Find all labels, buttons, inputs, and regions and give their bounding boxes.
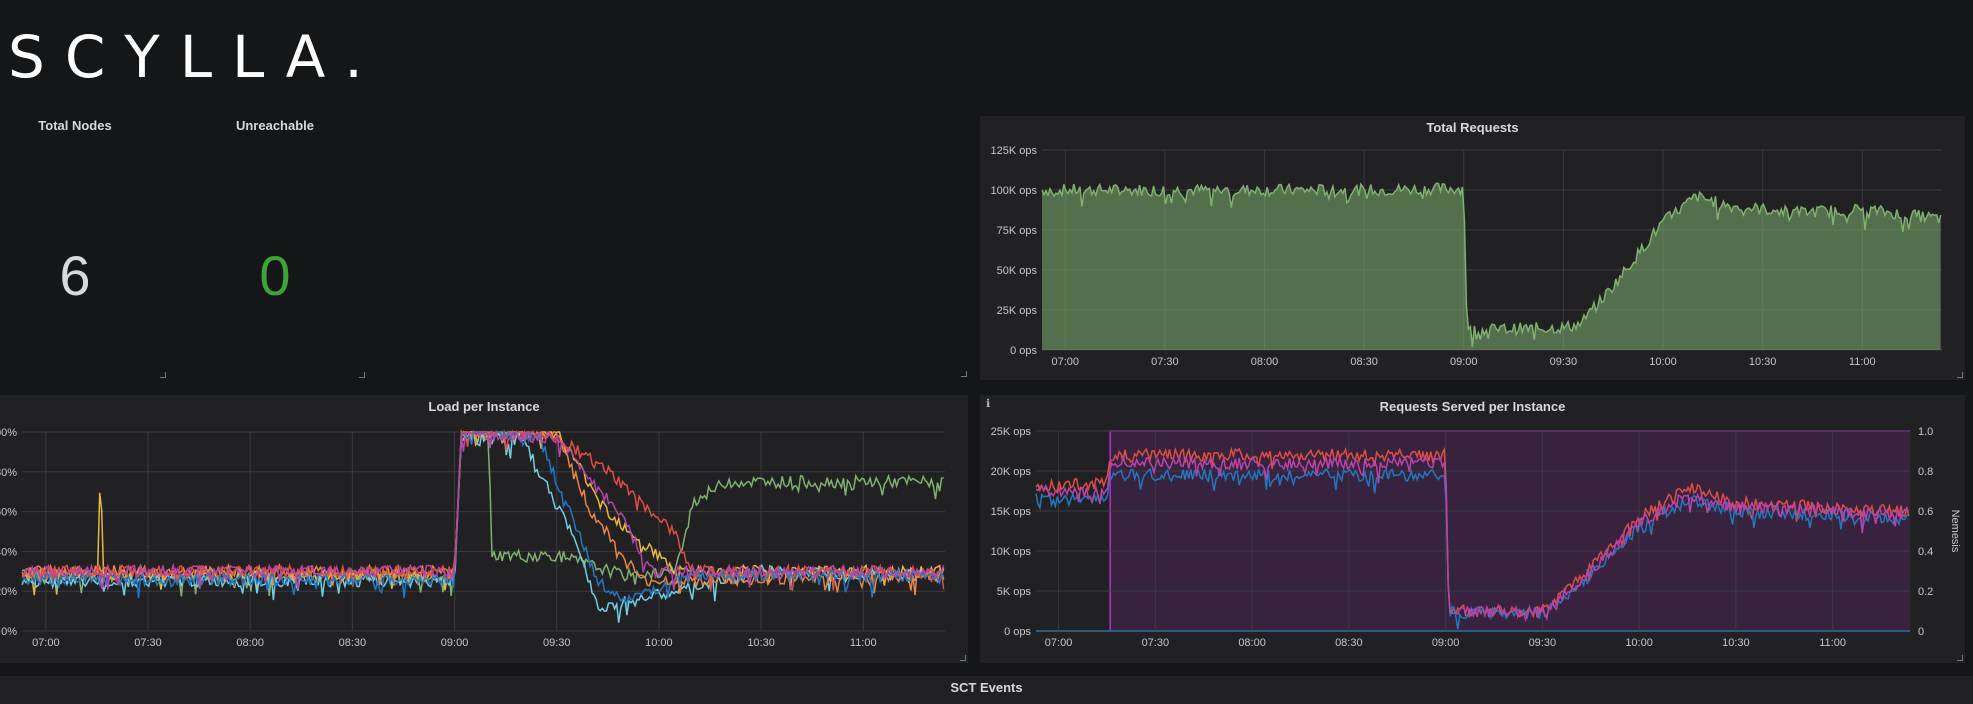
x-tick-label: 09:00 [441, 637, 469, 649]
series-area [1042, 183, 1941, 350]
series-line-1 [1035, 466, 1909, 630]
y2-tick-label: 0.6 [1918, 506, 1933, 518]
stat-unreachable: Unreachable 0 [200, 118, 365, 378]
x-tick-label: 10:30 [1722, 637, 1750, 649]
x-tick-label: 09:30 [1529, 637, 1557, 649]
x-tick-label: 07:30 [1142, 637, 1170, 649]
resize-handle-icon[interactable] [359, 372, 365, 378]
series-line-6 [21, 429, 945, 591]
stat-title: Total Nodes [38, 118, 112, 133]
y2-tick-label: 1.0 [1918, 426, 1933, 438]
x-tick-label: 10:00 [1649, 356, 1677, 368]
y2-axis-label: Nemesis [1949, 510, 1961, 553]
x-tick-label: 09:30 [1550, 356, 1578, 368]
y-tick-label: 0% [1, 626, 17, 638]
x-tick-label: 07:30 [1151, 356, 1179, 368]
x-tick-label: 11:00 [850, 637, 877, 649]
stat-value: 0 [259, 244, 291, 307]
y-tick-label: 80% [0, 467, 17, 479]
x-tick-label: 07:30 [134, 637, 162, 649]
resize-handle-icon[interactable] [1957, 655, 1963, 661]
panel-title: SCT Events [950, 680, 1023, 695]
series-line-2 [1035, 454, 1909, 622]
resize-handle-icon[interactable] [961, 371, 967, 377]
y-tick-label: 125K ops [991, 145, 1038, 157]
y-tick-label: 10K ops [991, 546, 1032, 558]
y-tick-label: 5K ops [997, 586, 1032, 598]
x-tick-label: 11:00 [1819, 637, 1846, 649]
total-requests-chart: 125K ops 100K ops 75K ops 50K ops 25K ops 0 o… [991, 145, 1942, 368]
y-tick-label: 50K ops [997, 265, 1038, 277]
x-tick-label: 08:00 [1238, 637, 1266, 649]
x-tick-label: 07:00 [1045, 637, 1073, 649]
y-tick-label: 25K ops [991, 426, 1032, 438]
x-tick-label: 10:30 [747, 637, 775, 649]
x-tick-label: 08:00 [1251, 356, 1279, 368]
y2-tick-label: 0.2 [1918, 586, 1933, 598]
series-line-0 [1041, 182, 1942, 347]
stat-title: Unreachable [235, 118, 315, 133]
x-tick-label: 09:30 [543, 637, 571, 649]
resize-handle-icon[interactable] [960, 655, 966, 661]
resize-handle-icon[interactable] [160, 372, 166, 378]
stat-value: 6 [59, 244, 91, 307]
panel-sct-events[interactable]: SCT Events [0, 676, 1973, 704]
y-tick-label: 60% [0, 507, 17, 519]
y-tick-label: 100% [0, 427, 17, 439]
x-tick-label: 10:00 [1625, 637, 1653, 649]
panel-requests-served[interactable]: ℹ Requests Served per Instance 25K ops 20… [980, 395, 1965, 663]
x-tick-label: 08:30 [1335, 637, 1363, 649]
x-tick-label: 07:00 [32, 637, 60, 649]
y2-tick-label: 0 [1918, 626, 1924, 638]
requests-served-chart: 25K ops 20K ops 15K ops 10K ops 5K ops 0 ops 1… [991, 426, 1961, 649]
resize-handle-icon[interactable] [1957, 372, 1963, 378]
y-tick-label: 75K ops [997, 225, 1038, 237]
y-tick-label: 15K ops [991, 506, 1032, 518]
x-tick-label: 08:00 [236, 637, 264, 649]
x-tick-label: 08:30 [339, 637, 367, 649]
x-tick-label: 09:00 [1450, 356, 1478, 368]
scylla-logo: SCYLLA. [8, 23, 383, 91]
y2-tick-label: 0.8 [1918, 466, 1933, 478]
stat-total-nodes: Total Nodes 6 [0, 118, 166, 378]
load-per-instance-chart: 100% 80% 60% 40% 20% 0% 07:00 07:30 08:00 08:30 09… [0, 427, 945, 649]
panel-title: Load per Instance [428, 399, 540, 414]
y-tick-label: 0 ops [1010, 345, 1037, 357]
y-tick-label: 0 ops [1004, 626, 1031, 638]
panel-total-requests[interactable]: Total Requests 125K ops 100K ops 75K ops 50… [980, 116, 1965, 380]
nemesis-band [1110, 431, 1910, 631]
x-tick-label: 10:00 [645, 637, 673, 649]
x-tick-label: 07:00 [1051, 356, 1079, 368]
y2-tick-label: 0.4 [1918, 546, 1933, 558]
x-tick-label: 09:00 [1432, 637, 1460, 649]
y-tick-label: 20% [0, 586, 17, 598]
panel-title: Total Requests [1426, 120, 1519, 135]
panel-load-per-instance[interactable]: Load per Instance 100% 80% 60% 40% 20% 0% 07:0… [0, 395, 968, 663]
x-tick-label: 08:30 [1350, 356, 1378, 368]
series-line-2 [21, 429, 945, 623]
x-tick-label: 11:00 [1849, 356, 1876, 368]
y-tick-label: 100K ops [991, 185, 1038, 197]
x-tick-label: 10:30 [1749, 356, 1777, 368]
y-tick-label: 25K ops [997, 305, 1038, 317]
y-tick-label: 20K ops [991, 466, 1032, 478]
y-tick-label: 40% [0, 546, 17, 558]
series-line-5 [21, 429, 945, 607]
info-icon[interactable]: ℹ [986, 397, 991, 410]
panel-title: Requests Served per Instance [1379, 399, 1566, 414]
